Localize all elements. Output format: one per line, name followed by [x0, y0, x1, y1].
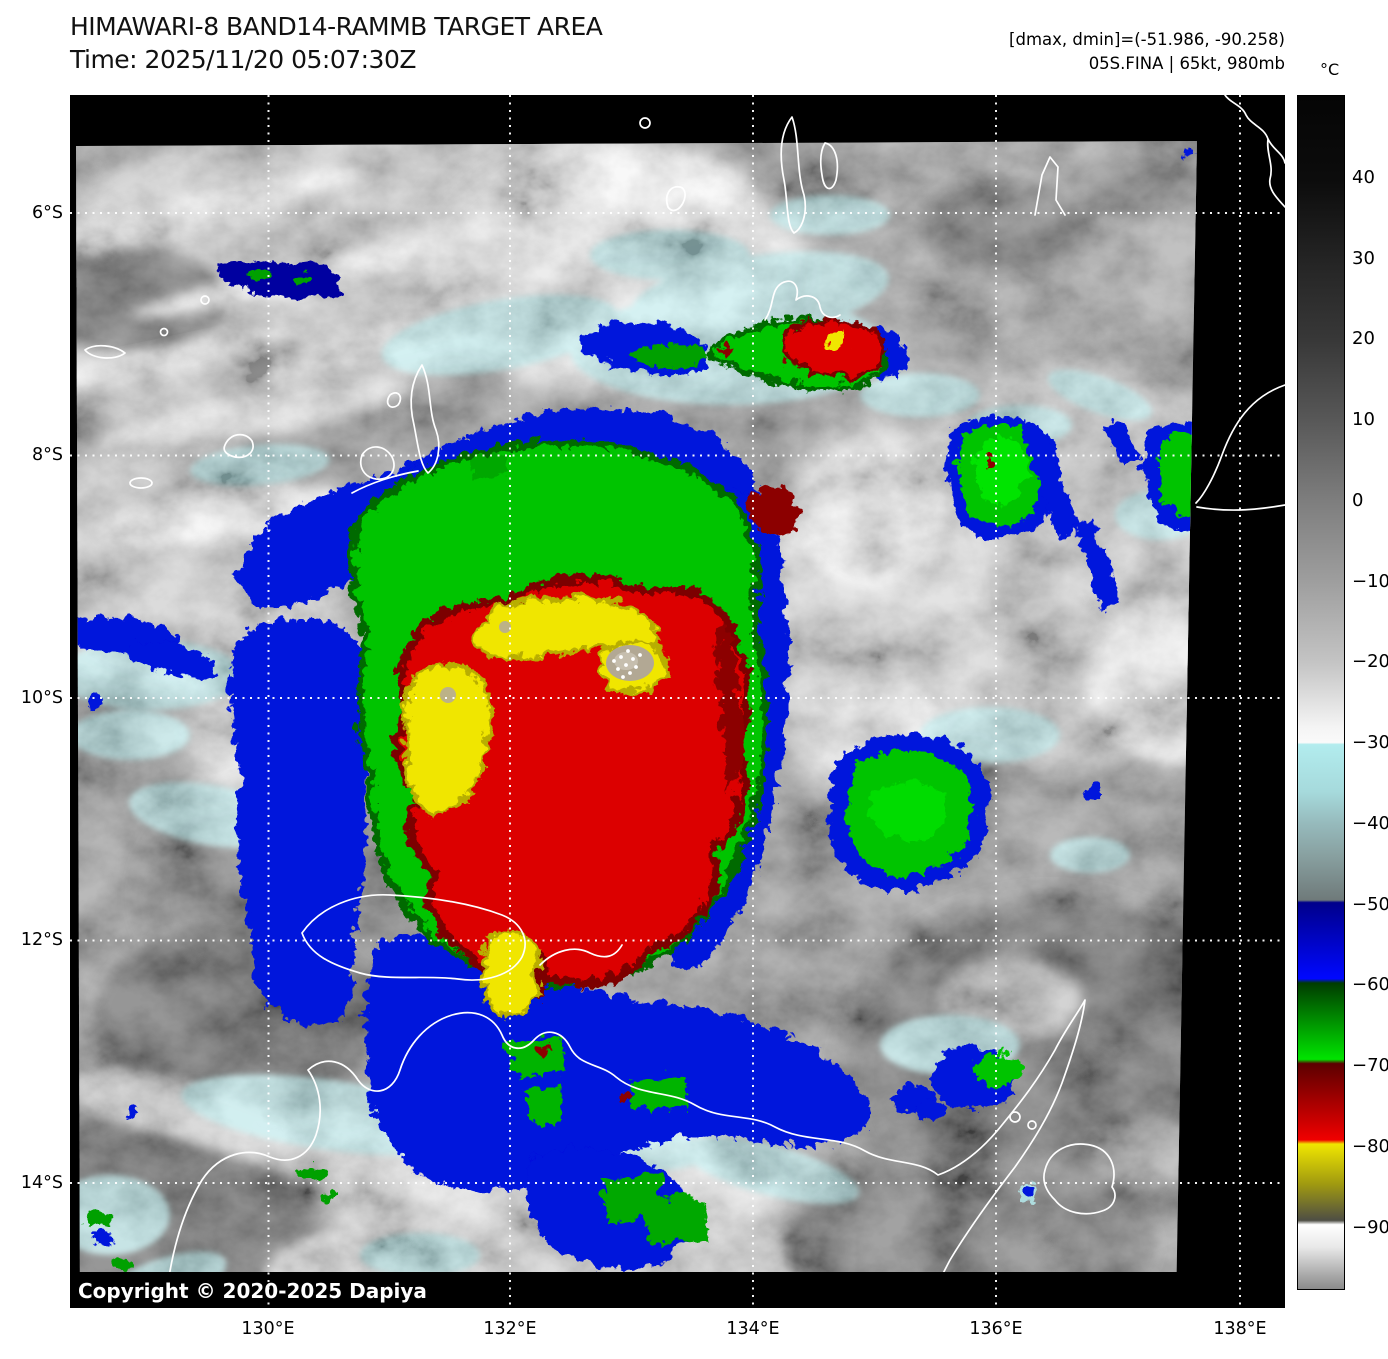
satellite-map	[70, 95, 1285, 1308]
lat-label: 6°S	[32, 203, 63, 223]
papua-south-coastline	[1195, 384, 1285, 511]
lon-label: 132°E	[483, 1319, 537, 1339]
colorbar-tick: −20	[1352, 651, 1388, 672]
kai-islands-coastline	[764, 280, 841, 321]
timestamp: Time: 2025/11/20 05:07:30Z	[70, 45, 417, 74]
temperature-colorbar	[1297, 95, 1345, 1290]
lon-label: 130°E	[241, 1319, 295, 1339]
tiwi-islands-coastline	[301, 893, 526, 981]
coastlines	[84, 95, 1285, 1308]
colorbar-tick: −40	[1352, 813, 1388, 834]
dmax-dmin-annotation: [dmax, dmin]=(-51.986, -90.258)	[1009, 30, 1285, 49]
cyclone-yellow-cold-tops	[400, 592, 666, 1015]
colorbar-tick: 40	[1352, 167, 1375, 188]
lon-label: 134°E	[726, 1319, 780, 1339]
yamdena-island-coastline	[780, 116, 807, 234]
cobourg-peninsula-coastline	[539, 944, 623, 966]
colorbar-tick: 20	[1352, 328, 1375, 349]
colorbar-unit-label: °C	[1320, 60, 1340, 79]
lat-label: 12°S	[20, 930, 63, 950]
copyright-band	[70, 1272, 1285, 1308]
cyclone-eye-warm-spot	[440, 621, 654, 703]
colorbar-tick: −50	[1352, 894, 1388, 915]
lat-label: 14°S	[20, 1173, 63, 1193]
page-title: HIMAWARI-8 BAND14-RAMMB TARGET AREA	[70, 12, 603, 41]
lon-label: 136°E	[969, 1319, 1023, 1339]
colorbar-tick: 30	[1352, 248, 1375, 269]
colorbar-tick: −10	[1352, 571, 1388, 592]
lat-label: 8°S	[32, 445, 63, 465]
new-guinea-coastline	[1224, 95, 1285, 208]
copyright-text: Copyright © 2020-2025 Dapiya	[78, 1279, 427, 1303]
colorbar-tick: −90	[1352, 1217, 1388, 1238]
small-island-coastline	[84, 344, 126, 359]
graticule	[70, 95, 1285, 1308]
satellite-image-panel	[70, 95, 1285, 1308]
storm-id-annotation: 05S.FINA | 65kt, 980mb	[1088, 54, 1285, 73]
colorbar-tick: −30	[1352, 732, 1388, 753]
center-fix-markers	[612, 649, 642, 679]
groote-eylandt-coastline	[1043, 1143, 1116, 1215]
colorbar-tick: −60	[1352, 974, 1388, 995]
colorbar-tick: −80	[1352, 1136, 1388, 1157]
annotation-block: [dmax, dmin]=(-51.986, -90.258) 05S.FINA…	[1009, 28, 1285, 76]
colorbar-tick: 0	[1352, 490, 1364, 511]
australia-north-coastline	[164, 999, 1086, 1308]
tanimbar-island-coastline	[410, 364, 440, 474]
lon-label: 138°E	[1213, 1319, 1267, 1339]
lat-label: 10°S	[20, 688, 63, 708]
colorbar-tick: −70	[1352, 1055, 1388, 1076]
colorbar-tick: 10	[1352, 409, 1375, 430]
cloud-field	[76, 141, 1197, 1308]
